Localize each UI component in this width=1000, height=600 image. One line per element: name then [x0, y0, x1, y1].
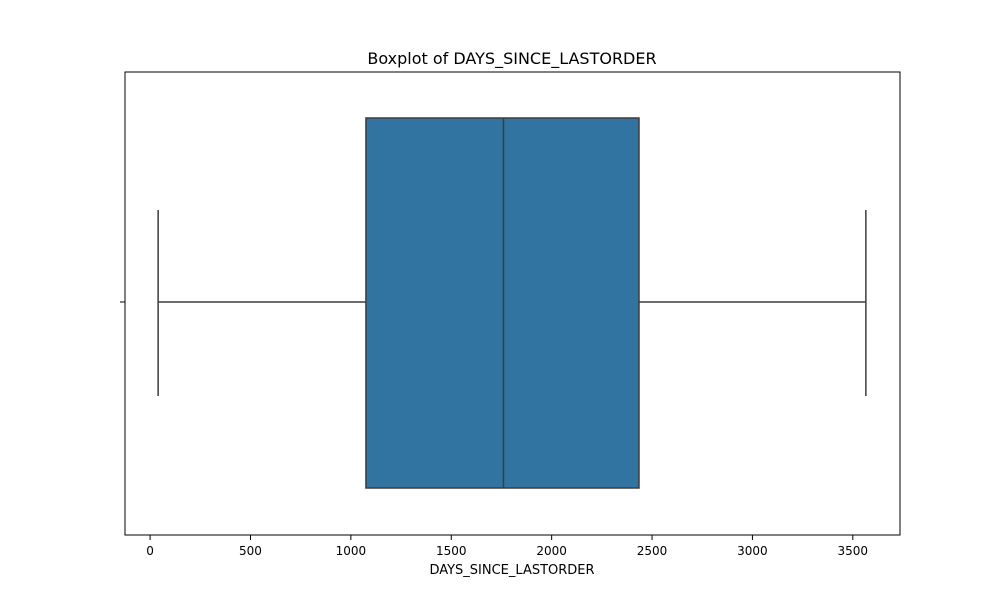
plot-frame — [124, 71, 901, 536]
x-tick-label: 0 — [146, 544, 154, 558]
chart-title: Boxplot of DAYS_SINCE_LASTORDER — [367, 49, 656, 69]
x-tick-label: 2000 — [536, 544, 567, 558]
interquartile-box — [365, 117, 640, 489]
x-axis: 0 500 1000 1500 2000 2500 3000 3500 — [146, 535, 868, 558]
x-tick-label: 1000 — [336, 544, 367, 558]
whiskers — [157, 210, 867, 396]
x-tick-label: 1500 — [436, 544, 467, 558]
x-tick-label: 2500 — [637, 544, 668, 558]
x-tick-label: 500 — [239, 544, 262, 558]
x-tick-label: 3500 — [838, 544, 869, 558]
x-axis-label: DAYS_SINCE_LASTORDER — [429, 563, 594, 578]
x-tick-label: 3000 — [737, 544, 768, 558]
